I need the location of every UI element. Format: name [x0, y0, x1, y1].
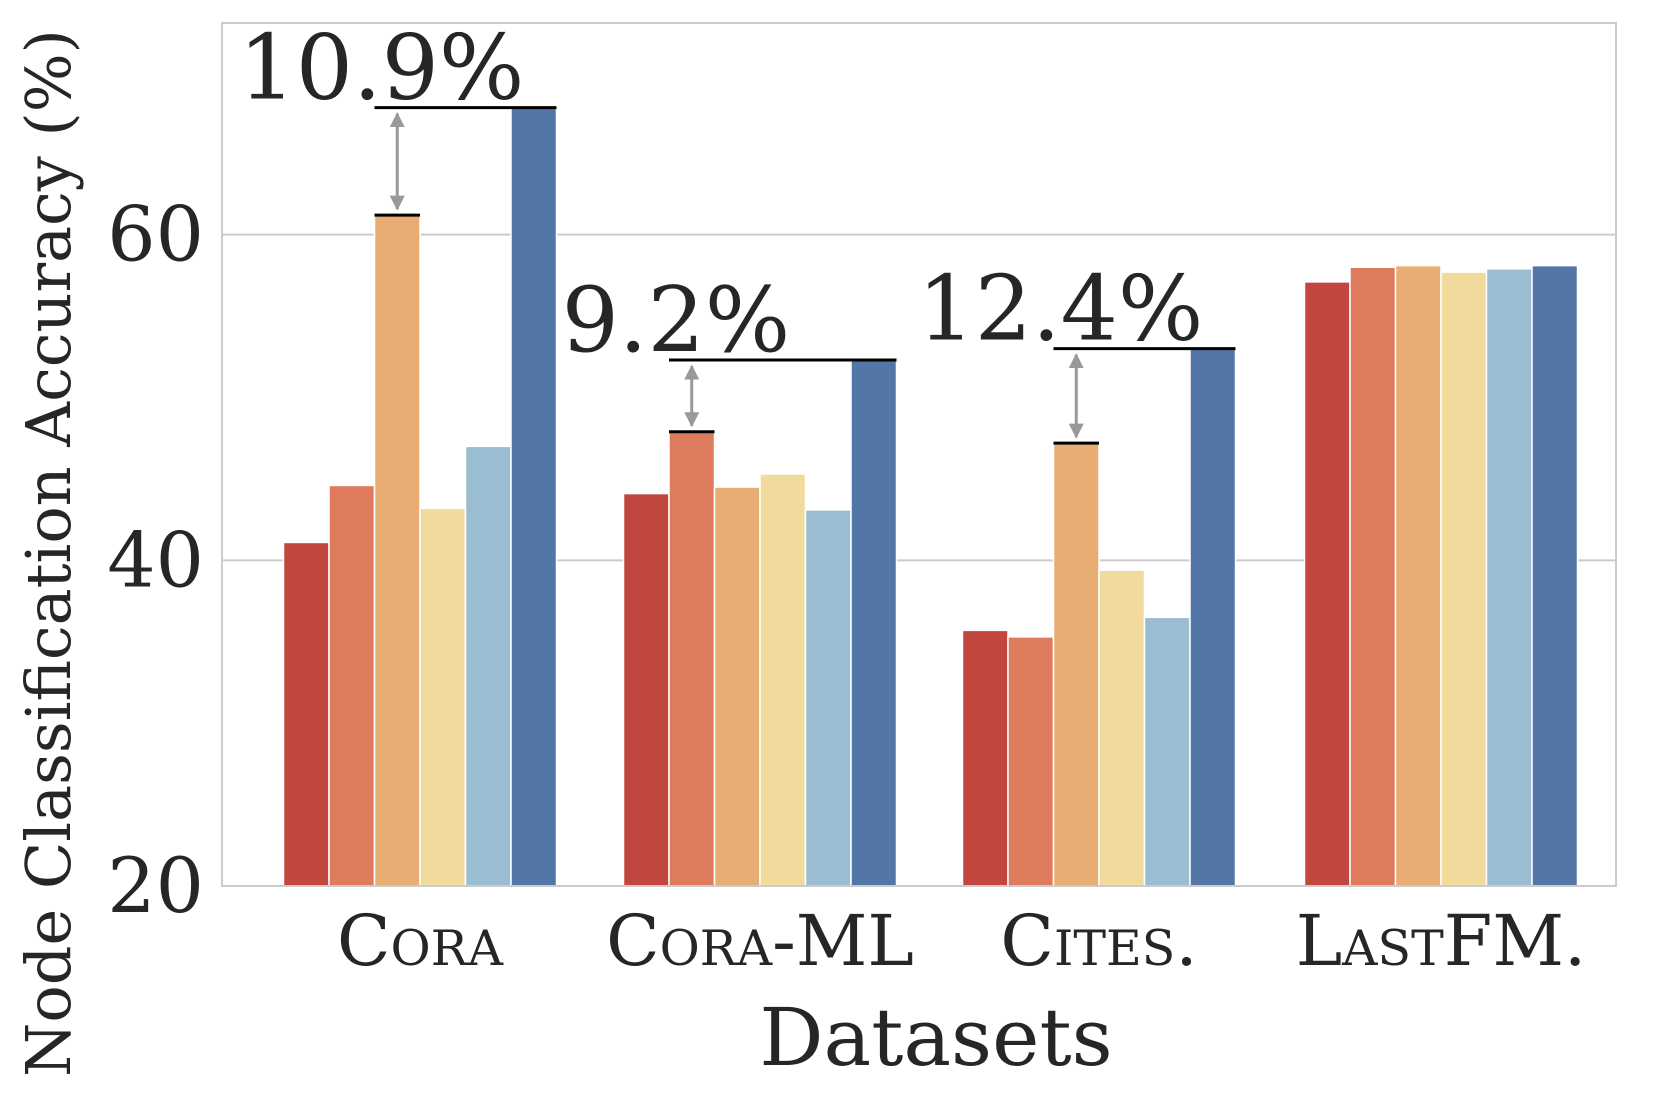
- annotation-label-cora: 10.9%: [239, 16, 525, 121]
- bar-cora-ml-series-2: [668, 430, 716, 887]
- bar-lastfm--series-1: [1303, 281, 1351, 887]
- bar-cites--series-5: [1143, 616, 1191, 887]
- bar-cites--series-3: [1052, 442, 1100, 887]
- bar-cites--series-2: [1007, 636, 1055, 887]
- bar-cora-ml-series-3: [713, 486, 761, 887]
- bar-lastfm--series-6: [1531, 264, 1579, 887]
- bar-cora-series-4: [419, 507, 467, 887]
- improvement-annotations: 10.9% 9.2% 12.4%: [239, 16, 1236, 445]
- bar-cora-series-1: [282, 541, 330, 887]
- annotation-label-cites-: 12.4%: [918, 257, 1204, 362]
- x-tick-labels: Cora Cora-ML Cites. LastFM.: [337, 900, 1586, 982]
- bars-group: [282, 106, 1579, 887]
- bar-lastfm--series-3: [1394, 264, 1442, 887]
- bar-cites--series-1: [961, 629, 1009, 887]
- bar-cora-ml-series-1: [622, 492, 670, 887]
- plot-frame: [221, 22, 1617, 887]
- y-tick-labels: 20 40 60: [107, 190, 204, 930]
- bar-cora-series-6: [510, 106, 558, 887]
- x-tick-label-cora-ml: Cora-ML: [606, 900, 914, 982]
- annotation-label-cora-ml: 9.2%: [562, 268, 791, 373]
- bar-cora-ml-series-4: [759, 473, 807, 887]
- bar-cora-series-2: [328, 484, 376, 887]
- bar-cora-ml-series-5: [804, 509, 852, 887]
- bar-cites--series-4: [1098, 569, 1146, 887]
- bar-lastfm--series-2: [1349, 266, 1397, 887]
- y-tick-label-60: 60: [107, 190, 204, 279]
- bar-cites--series-6: [1189, 347, 1237, 887]
- x-tick-label-cites-: Cites.: [1000, 900, 1197, 982]
- bar-cora-series-3: [373, 214, 421, 887]
- y-tick-label-40: 40: [107, 515, 204, 604]
- bar-lastfm--series-4: [1440, 271, 1488, 887]
- bar-cora-ml-series-6: [850, 359, 898, 887]
- x-tick-label-lastfm-: LastFM.: [1296, 900, 1587, 982]
- y-axis-label: Node Classification Accuracy (%): [12, 29, 85, 1077]
- y-tick-label-20: 20: [107, 841, 204, 930]
- x-axis-label: Datasets: [759, 991, 1112, 1084]
- bar-lastfm--series-5: [1485, 268, 1533, 887]
- x-tick-label-cora: Cora: [337, 900, 504, 982]
- bar-cora-series-5: [464, 445, 512, 887]
